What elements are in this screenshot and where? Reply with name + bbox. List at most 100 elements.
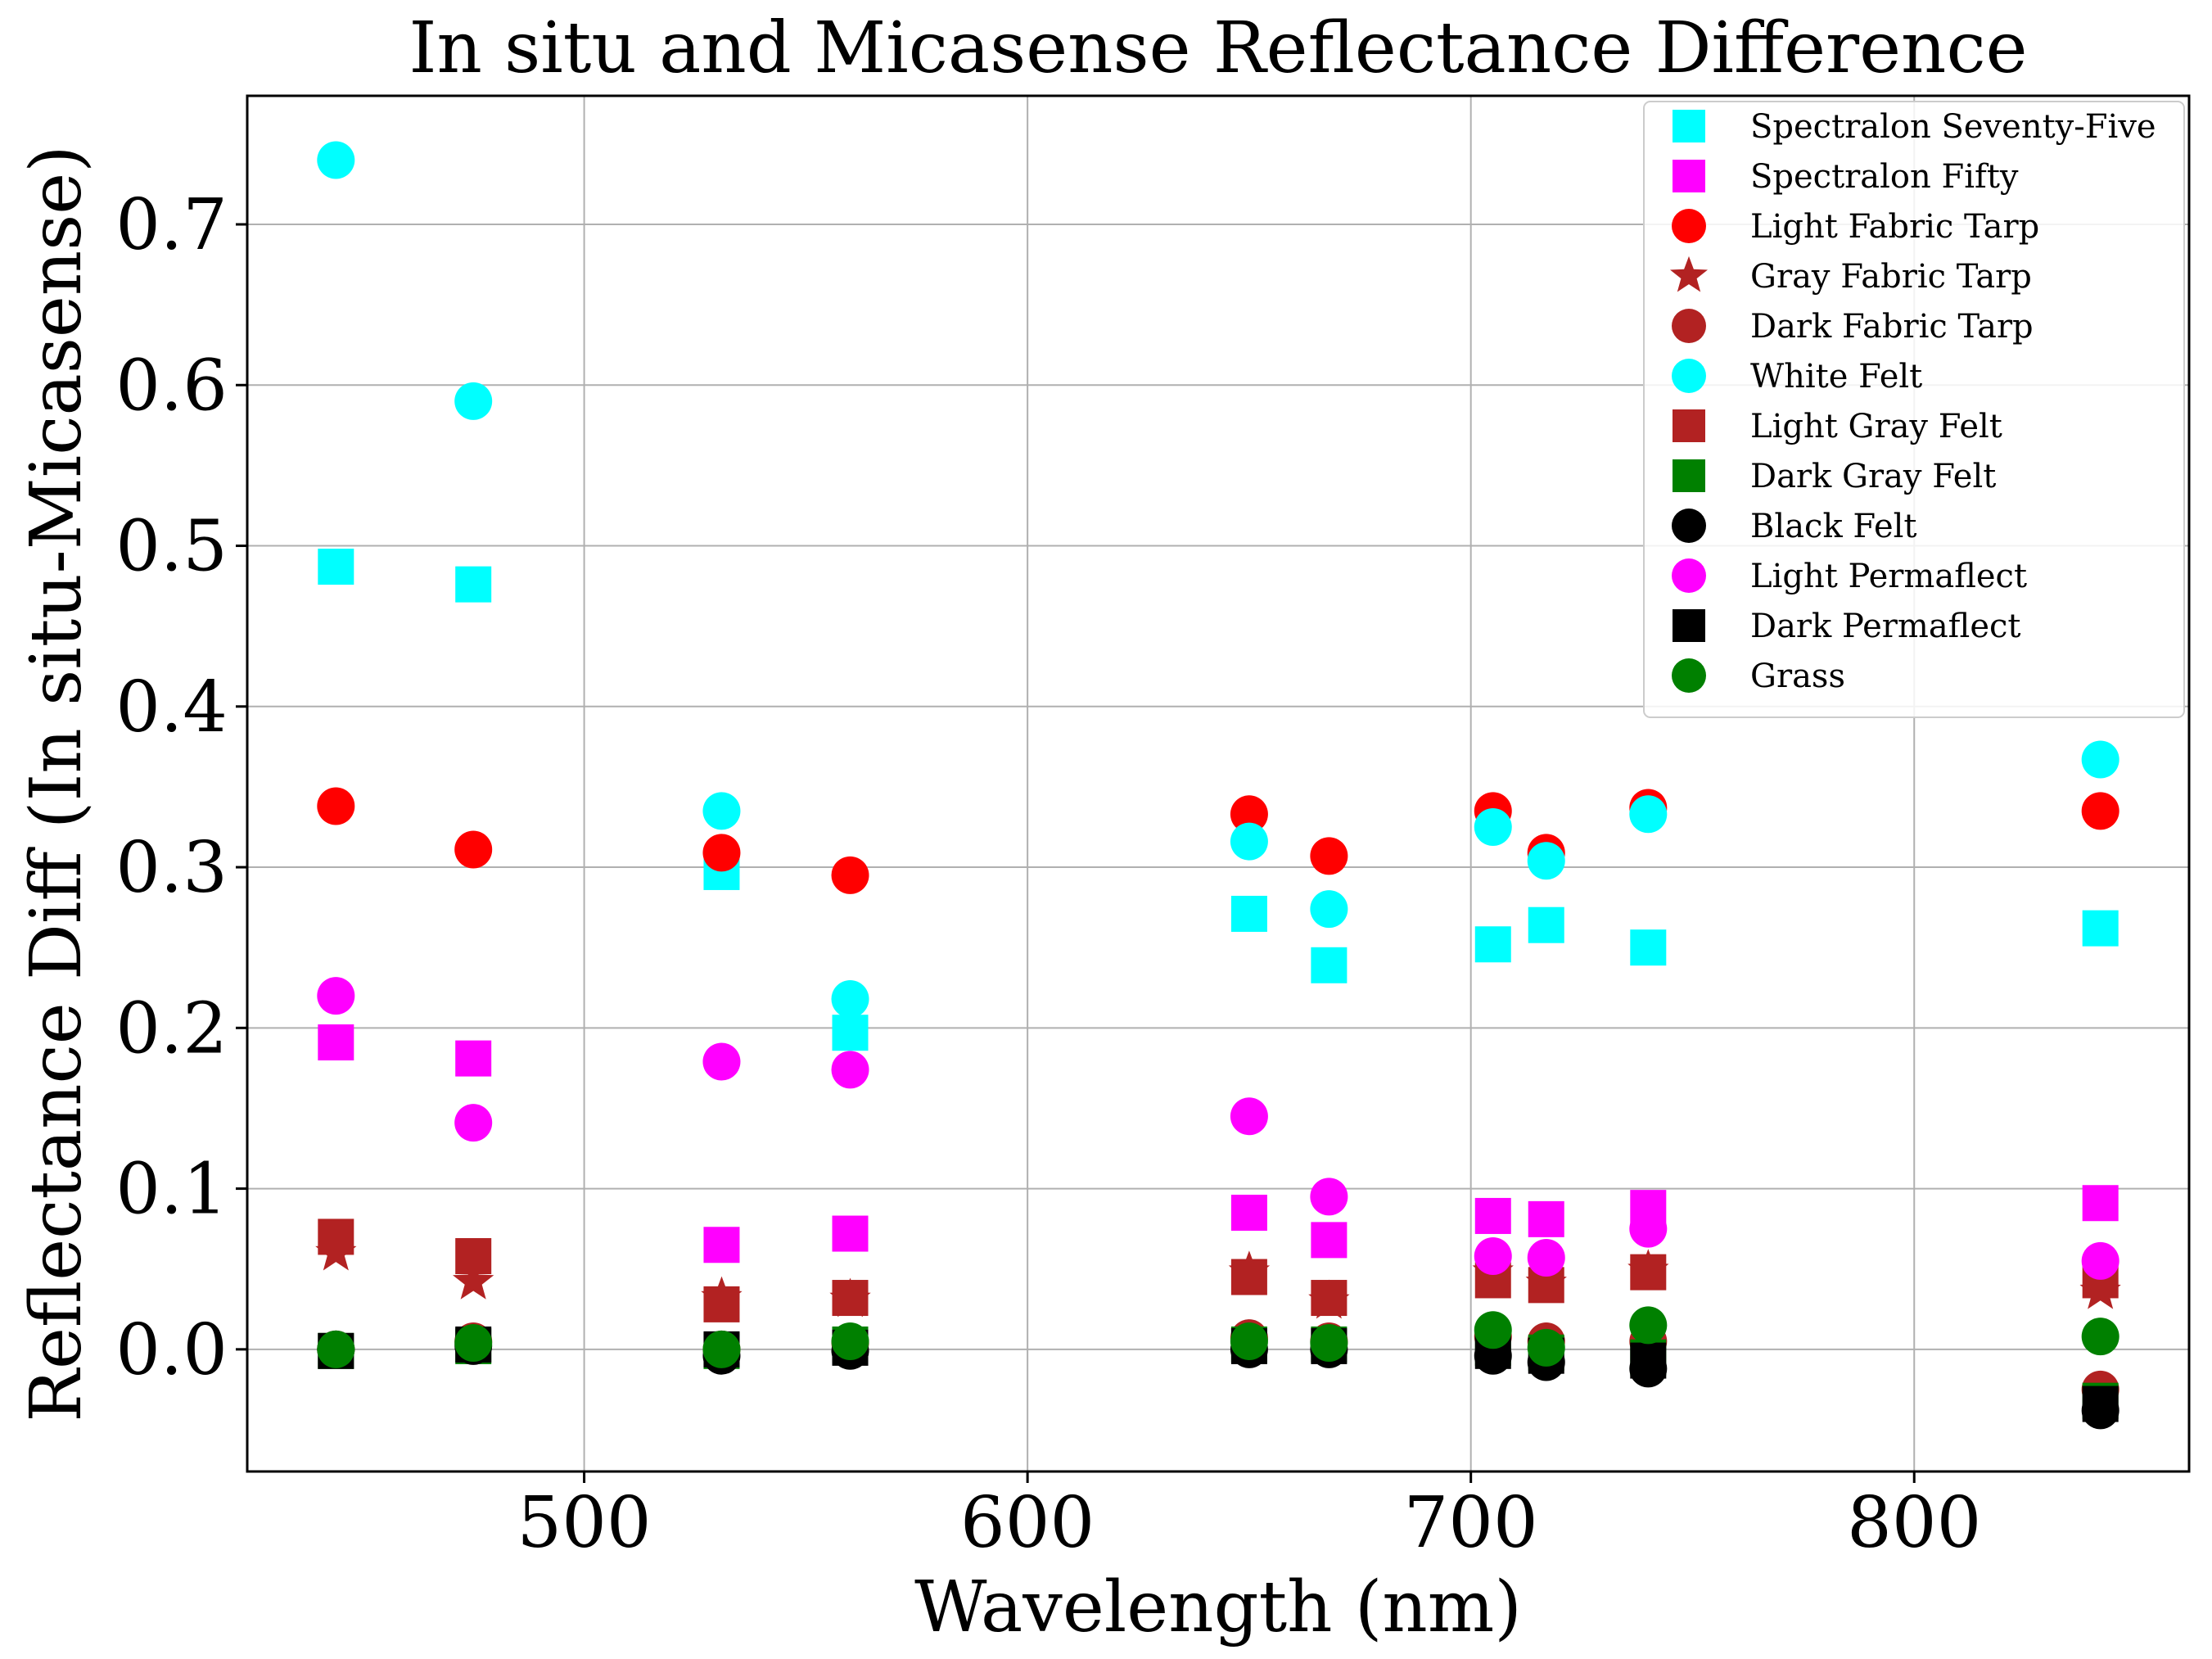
series-white-felt (317, 141, 2119, 1018)
legend-marker (1672, 359, 1706, 393)
data-point (318, 549, 354, 585)
data-point (1310, 1178, 1348, 1216)
legend-box (1643, 101, 2185, 718)
data-point (454, 1104, 493, 1142)
legend-item: Spectralon Seventy-Five (1673, 108, 2156, 146)
series-light-gray-felt (318, 1218, 2119, 1322)
legend-item: Black Felt (1672, 508, 1917, 545)
data-point (2082, 910, 2119, 947)
legend: Spectralon Seventy-Five Spectralon Fifty L… (1643, 101, 2185, 718)
legend-marker (1672, 509, 1706, 543)
data-point (1311, 947, 1348, 983)
data-point (1527, 842, 1565, 880)
data-point (831, 1051, 869, 1089)
legend-marker (1673, 160, 1705, 192)
legend-marker (1673, 409, 1705, 442)
data-point (2082, 1185, 2119, 1222)
y-tick-label: 0.0 (115, 1309, 228, 1391)
x-tick-label: 500 (517, 1482, 652, 1564)
data-point (1311, 1280, 1348, 1317)
data-point (1630, 929, 1667, 966)
legend-label: Spectralon Seventy-Five (1750, 108, 2156, 146)
legend-item: White Felt (1672, 358, 1922, 396)
series-dark-gray-felt (318, 1326, 2119, 1419)
legend-item: Light Gray Felt (1673, 408, 2002, 445)
data-point (1230, 1195, 1267, 1232)
y-tick-label: 0.4 (115, 667, 228, 748)
data-point (317, 977, 355, 1015)
y-tick-label: 0.1 (115, 1149, 228, 1231)
data-point (2081, 1318, 2119, 1356)
x-axis-label: Wavelength (nm) (914, 1566, 1522, 1648)
data-point (318, 1024, 354, 1060)
data-point (1230, 895, 1267, 932)
data-point (1527, 1238, 1565, 1277)
axis-ticks: 500 600 700 800 0.0 0.1 0.2 0.3 0.4 0.5 0.6 0.7 (115, 184, 1981, 1564)
series-dark-permaflect (318, 1326, 2119, 1422)
data-point (1474, 1311, 1512, 1349)
data-points (315, 141, 2121, 1430)
data-point (1629, 1209, 1668, 1248)
legend-label: Grass (1750, 658, 1845, 695)
legend-marker (1672, 558, 1706, 593)
data-point (2082, 1386, 2119, 1422)
legend-label: Dark Gray Felt (1750, 458, 1996, 495)
data-point (702, 1042, 741, 1081)
data-point (1230, 1322, 1268, 1361)
legend-item: Dark Fabric Tarp (1672, 308, 2034, 346)
data-point (1527, 1328, 1565, 1367)
legend-label: Light Gray Felt (1750, 408, 2002, 445)
data-point (1310, 837, 1348, 875)
x-tick-label: 600 (960, 1482, 1095, 1564)
data-point (832, 1215, 869, 1252)
y-axis-label: Reflectance Diff (In situ-Micasense) (16, 145, 97, 1422)
data-point (1630, 1254, 1667, 1291)
data-point (703, 1286, 740, 1322)
legend-label: Light Permaflect (1750, 558, 2027, 595)
legend-marker (1670, 255, 1708, 292)
data-point (1230, 795, 1268, 834)
legend-label: Spectralon Fifty (1750, 158, 2019, 196)
data-point (831, 856, 869, 894)
series-dark-fabric-tarp (317, 1318, 2119, 1408)
legend-label: Dark Permaflect (1750, 608, 2021, 645)
legend-label: Light Fabric Tarp (1750, 208, 2039, 246)
y-tick-label: 0.5 (115, 506, 228, 588)
data-point (1230, 1259, 1267, 1295)
plot-area-frame (246, 94, 2191, 1473)
data-point (702, 792, 741, 830)
data-point (1474, 926, 1511, 963)
y-tick-label: 0.6 (115, 345, 228, 427)
legend-marker (1673, 609, 1705, 642)
data-point (2081, 1241, 2119, 1280)
data-point (831, 979, 869, 1018)
legend-marker (1673, 110, 1705, 142)
x-tick-label: 700 (1404, 1482, 1538, 1564)
data-point (453, 1260, 494, 1300)
data-point (832, 1015, 869, 1051)
series-gray-fabric-tarp (315, 1231, 2121, 1319)
legend-item: Grass (1672, 658, 1845, 695)
data-point (1311, 1222, 1348, 1259)
data-point (1230, 822, 1268, 861)
data-point (317, 1330, 355, 1368)
legend-label: White Felt (1750, 358, 1922, 396)
data-point (454, 382, 493, 420)
series-light-permaflect (317, 977, 2119, 1280)
legend-label: Dark Fabric Tarp (1750, 308, 2034, 346)
data-point (1474, 1237, 1512, 1276)
data-point (2081, 792, 2119, 830)
data-point (1310, 890, 1348, 929)
series-black-felt (317, 1327, 2119, 1430)
legend-label: Gray Fabric Tarp (1750, 258, 2032, 296)
data-point (455, 1040, 492, 1077)
data-point (1630, 1342, 1667, 1379)
x-tick-label: 800 (1847, 1482, 1981, 1564)
data-point (831, 1322, 869, 1361)
legend-item: Light Fabric Tarp (1672, 208, 2039, 246)
data-point (317, 141, 355, 179)
data-point (702, 834, 741, 872)
data-point (2081, 740, 2119, 779)
data-point (703, 1227, 740, 1263)
data-point (832, 1280, 869, 1317)
